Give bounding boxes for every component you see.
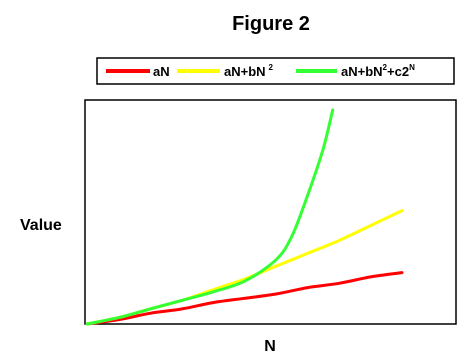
- legend-label-an: aN: [153, 64, 170, 79]
- legend: aN aN+bN 2 aN+bN2+c2N: [97, 58, 454, 84]
- legend-label-an-bn2-c2n: aN+bN2+c2N: [341, 63, 415, 79]
- chart-title: Figure 2: [232, 13, 310, 35]
- y-axis-label: Value: [20, 217, 62, 234]
- x-axis-label: N: [264, 338, 276, 355]
